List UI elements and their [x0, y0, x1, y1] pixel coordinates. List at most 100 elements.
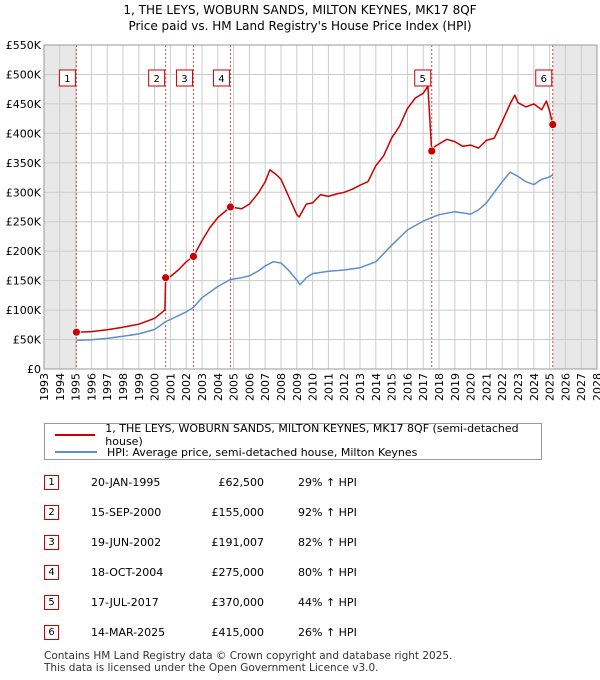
chart-badge-label-4: 4	[218, 74, 224, 85]
legend-swatch-hpi	[55, 451, 97, 453]
footer-licence: This data is licensed under the Open Gov…	[44, 662, 379, 674]
sale-point-2	[161, 273, 171, 283]
chart-badge-box-1	[58, 69, 76, 87]
x-tick-label-2009: 2009	[291, 373, 304, 401]
x-tick-label-2022: 2022	[496, 373, 509, 401]
y-tick-label-8: £400K	[6, 127, 42, 140]
shaded-region-2	[552, 45, 597, 369]
sale-badge-6: 6	[44, 625, 59, 640]
sale-price-6: £415,000	[211, 626, 265, 639]
chart-badge-label-1: 1	[64, 74, 70, 85]
footer-copyright: Contains HM Land Registry data © Crown c…	[44, 650, 453, 662]
series-line-hpi	[76, 171, 554, 342]
sale-point-4	[226, 202, 235, 212]
sale-price-5: £370,000	[211, 596, 265, 609]
x-tick-label-2000: 2000	[149, 373, 162, 401]
x-tick-label-1997: 1997	[101, 373, 114, 401]
chart-badge-label-3: 3	[181, 74, 187, 85]
chart-title-address: 1, THE LEYS, WOBURN SANDS, MILTON KEYNES…	[123, 3, 477, 17]
x-tick-label-2019: 2019	[449, 373, 462, 401]
sale-point-6	[548, 120, 558, 129]
x-tick-label-2006: 2006	[243, 373, 256, 401]
x-tick-label-2017: 2017	[417, 373, 430, 401]
sale-price-3: £191,007	[211, 536, 265, 549]
x-tick-label-2020: 2020	[465, 373, 478, 401]
plot-border	[43, 44, 598, 370]
sale-date-1: 20-JAN-1995	[91, 476, 161, 489]
y-tick-label-4: £200K	[6, 245, 42, 258]
x-tick-label-1993: 1993	[38, 373, 51, 401]
y-tick-label-6: £300K	[6, 186, 42, 199]
price-chart: £0 £50K £100K £150K £200K £250K £300K £350K £400…	[6, 39, 600, 401]
x-tick-label-2014: 2014	[370, 373, 383, 401]
sale-date-6: 14-MAR-2025	[91, 626, 166, 639]
y-tick-label-9: £450K	[6, 98, 42, 111]
y-tick-label-11: £550K	[6, 39, 42, 52]
y-tick-label-1: £50K	[13, 334, 42, 347]
sale-date-2: 15-SEP-2000	[91, 506, 162, 519]
x-tick-label-2007: 2007	[259, 373, 272, 401]
sale-point-5	[427, 146, 437, 156]
series-line-property	[76, 85, 554, 333]
sale-price-2: £155,000	[211, 506, 265, 519]
y-tick-label-7: £350K	[6, 157, 42, 170]
legend-entry-property: 1, THE LEYS, WOBURN SANDS, MILTON KEYNES…	[55, 422, 541, 448]
legend-label-hpi: HPI: Average price, semi-detached house,…	[107, 445, 418, 459]
sale-hpi-1: 29% ↑ HPI	[298, 476, 357, 489]
x-tick-label-2004: 2004	[212, 373, 225, 401]
x-tick-label-2015: 2015	[386, 373, 399, 401]
chart-badge-box-4	[212, 69, 230, 87]
x-tick-label-2002: 2002	[180, 373, 193, 401]
sale-hpi-4: 80% ↑ HPI	[298, 566, 357, 579]
chart-title-subtitle: Price paid vs. HM Land Registry's House …	[128, 19, 472, 33]
x-tick-label-2023: 2023	[512, 373, 525, 401]
chart-badge-label-5: 5	[420, 74, 426, 85]
sale-badge-5: 5	[44, 595, 59, 610]
y-tick-label-2: £100K	[6, 304, 42, 317]
x-tick-label-2013: 2013	[354, 373, 367, 401]
x-tick-label-1994: 1994	[54, 373, 67, 401]
x-tick-label-2024: 2024	[528, 373, 541, 401]
sale-point-3	[189, 252, 198, 261]
x-tick-label-2003: 2003	[196, 373, 209, 401]
sale-hpi-6: 26% ↑ HPI	[298, 626, 357, 639]
y-tick-label-3: £150K	[6, 275, 42, 288]
x-tick-label-2026: 2026	[559, 373, 572, 401]
x-tick-label-2008: 2008	[275, 373, 288, 401]
sale-hpi-5: 44% ↑ HPI	[298, 596, 357, 609]
chart-badge-box-2	[148, 69, 166, 87]
sale-badge-3: 3	[44, 535, 59, 550]
chart-badge-label-2: 2	[153, 74, 159, 85]
sale-price-4: £275,000	[211, 566, 265, 579]
footer-notice: Contains HM Land Registry data © Crown c…	[44, 650, 452, 674]
x-tick-label-2011: 2011	[322, 373, 335, 401]
sale-badge-1: 1	[44, 475, 59, 490]
sale-date-5: 17-JUL-2017	[91, 596, 159, 609]
sale-hpi-2: 92% ↑ HPI	[298, 506, 357, 519]
x-tick-label-1996: 1996	[85, 373, 98, 401]
x-tick-label-1995: 1995	[70, 373, 83, 401]
plot-background	[44, 45, 597, 369]
x-tick-label-2012: 2012	[338, 373, 351, 401]
x-tick-label-2021: 2021	[480, 373, 493, 401]
y-tick-label-5: £250K	[6, 216, 42, 229]
x-tick-label-2001: 2001	[164, 373, 177, 401]
legend-swatch-property	[55, 434, 96, 436]
y-tick-label-10: £500K	[6, 68, 42, 81]
x-tick-label-2010: 2010	[307, 373, 320, 401]
legend-entry-hpi: HPI: Average price, semi-detached house,…	[55, 444, 417, 460]
sale-point-1	[71, 327, 81, 337]
sale-price-1: £62,500	[218, 476, 265, 489]
y-tick-label-0: £0	[27, 363, 41, 376]
x-tick-label-2025: 2025	[544, 373, 557, 401]
chart-badge-box-5	[414, 69, 432, 87]
chart-badge-box-3	[175, 69, 193, 87]
x-tick-label-1999: 1999	[133, 373, 146, 401]
chart-legend: 1, THE LEYS, WOBURN SANDS, MILTON KEYNES…	[44, 422, 542, 460]
legend-label-property: 1, THE LEYS, WOBURN SANDS, MILTON KEYNES…	[105, 422, 519, 448]
x-tick-label-2028: 2028	[591, 373, 600, 401]
sale-date-4: 18-OCT-2004	[91, 566, 164, 579]
sale-hpi-3: 82% ↑ HPI	[298, 536, 357, 549]
sale-badge-2: 2	[44, 505, 59, 520]
x-tick-label-2005: 2005	[228, 373, 241, 401]
